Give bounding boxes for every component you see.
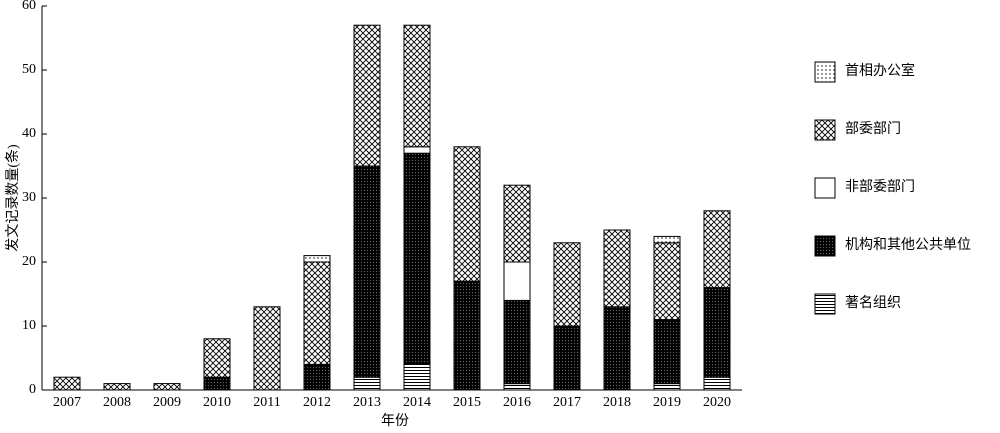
bar-segment (403, 146, 431, 154)
x-tick-label: 2013 (353, 395, 381, 410)
bar-segment (353, 24, 381, 167)
y-tick-label: 40 (22, 126, 36, 141)
x-tick-label: 2019 (653, 395, 681, 410)
legend-label: 机构和其他公共单位 (845, 237, 971, 253)
x-tick-label: 2007 (53, 395, 81, 410)
legend-label: 部委部门 (845, 121, 901, 137)
bar-segment (303, 261, 331, 365)
x-tick-label: 2011 (253, 395, 280, 410)
bar-segment (553, 242, 581, 327)
bar-segment (653, 319, 681, 385)
y-tick-label: 20 (22, 254, 36, 269)
x-tick-label: 2008 (103, 395, 131, 410)
y-tick-label: 30 (22, 190, 36, 205)
bar-segment (703, 210, 731, 289)
bar-segment (503, 261, 531, 301)
bar-segment (453, 280, 481, 391)
x-tick-label: 2020 (703, 395, 731, 410)
bar-segment (453, 146, 481, 282)
x-tick-label: 2018 (603, 395, 631, 410)
bar-segment (303, 255, 331, 263)
y-tick-label: 0 (29, 382, 36, 397)
bar-segment (703, 287, 731, 378)
x-tick-label: 2016 (503, 395, 531, 410)
legend-swatch (814, 293, 836, 315)
bar-segment (203, 338, 231, 378)
bar-segment (603, 229, 631, 308)
x-tick-label: 2009 (153, 395, 181, 410)
bar-segment (353, 165, 381, 378)
bar-segment (403, 363, 431, 391)
legend-label: 首相办公室 (845, 62, 915, 79)
legend-swatch (814, 119, 836, 141)
bar-segment (203, 376, 231, 391)
legend-label: 非部委部门 (845, 179, 915, 195)
y-tick-label: 10 (22, 318, 36, 333)
y-axis-label: 发文记录数量(条) (4, 144, 21, 252)
x-tick-label: 2010 (203, 395, 231, 410)
bar-segment (253, 306, 281, 391)
bar-segment (653, 242, 681, 321)
bar-segment (103, 383, 131, 391)
bar-segment (653, 235, 681, 244)
bar-segment (153, 383, 181, 391)
x-tick-label: 2015 (453, 395, 481, 410)
x-axis-label: 年份 (381, 413, 409, 429)
x-tick-label: 2017 (553, 395, 581, 410)
x-tick-label: 2014 (403, 395, 431, 410)
bar-segment (503, 184, 531, 263)
bar-segment (53, 376, 81, 391)
bar-segment (403, 152, 431, 365)
bar-segment (703, 376, 731, 391)
bar-segment (503, 383, 531, 391)
x-tick-label: 2012 (303, 395, 331, 410)
legend-label: 著名组织 (845, 295, 901, 311)
bar-segment (353, 376, 381, 391)
bar-segment (653, 383, 681, 391)
y-tick-label: 50 (22, 62, 36, 77)
bar-segment (553, 325, 581, 391)
y-tick-label: 60 (22, 0, 36, 13)
legend-swatch (814, 177, 836, 199)
legend-swatch (814, 235, 836, 257)
bar-segment (403, 24, 431, 148)
bar-segment (303, 363, 331, 391)
legend-swatch (814, 61, 836, 83)
bar-segment (503, 299, 531, 385)
bar-segment (603, 306, 631, 391)
